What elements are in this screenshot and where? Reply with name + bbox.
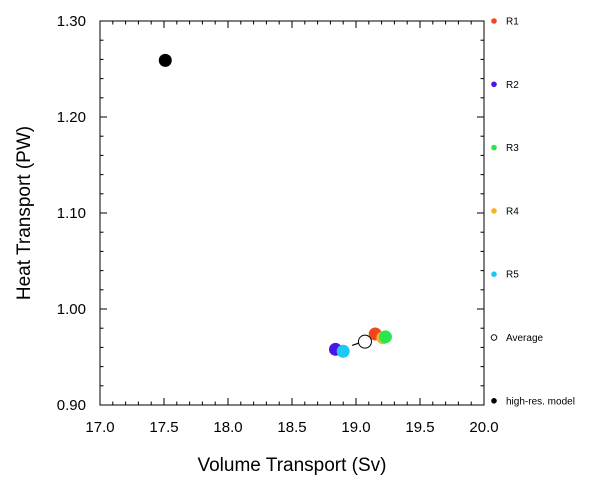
legend-marker-r4 <box>491 208 497 214</box>
legend-label-r4: R4 <box>506 206 519 217</box>
legend-label-average: Average <box>506 333 544 344</box>
x-tick-label: 20.0 <box>469 419 498 436</box>
data-points <box>158 53 392 358</box>
legend-label-high-res-model: high-res. model <box>506 396 575 407</box>
legend-label-r1: R1 <box>506 17 519 28</box>
legend-marker-r2 <box>491 81 497 88</box>
y-tick-label: 1.20 <box>57 109 86 126</box>
legend-marker-r5 <box>491 271 497 278</box>
point-high-res-model <box>158 53 172 67</box>
point-average <box>357 334 372 349</box>
x-tick-label: 19.0 <box>341 419 370 436</box>
legend-marker-r1 <box>491 18 497 24</box>
x-axis-title: Volume Transport (Sv) <box>197 455 386 476</box>
x-tick-label: 18.0 <box>213 419 242 436</box>
y-tick-label: 1.30 <box>57 13 86 30</box>
legend-label-r2: R2 <box>506 80 519 91</box>
x-tick-labels: 17.0 17.5 18.0 18.5 19.0 19.5 20.0 <box>85 419 498 436</box>
x-tick-label: 17.0 <box>85 419 114 436</box>
y-tick-label: 1.00 <box>57 301 86 318</box>
y-tick-labels: 0.90 1.00 1.10 1.20 1.30 <box>57 13 86 414</box>
legend-marker-r3 <box>491 144 497 151</box>
x-tick-label: 18.5 <box>277 419 306 436</box>
legend-label-r5: R5 <box>506 270 519 281</box>
legend: R1 R2 R3 R4 R5 Average high-res. model <box>490 17 575 407</box>
x-tick-label: 17.5 <box>149 419 178 436</box>
axis-ticks <box>99 20 485 406</box>
legend-label-r3: R3 <box>506 143 519 154</box>
x-tick-label: 19.5 <box>405 419 434 436</box>
plot-frame <box>99 20 485 406</box>
point-r3 <box>378 330 392 344</box>
y-tick-label: 0.90 <box>57 397 86 414</box>
point-r5 <box>336 344 350 358</box>
y-tick-label: 1.10 <box>57 205 86 222</box>
y-axis-title: Heat Transport (PW) <box>14 126 35 300</box>
legend-marker-average <box>490 334 498 341</box>
legend-marker-high-res-model <box>491 398 497 404</box>
